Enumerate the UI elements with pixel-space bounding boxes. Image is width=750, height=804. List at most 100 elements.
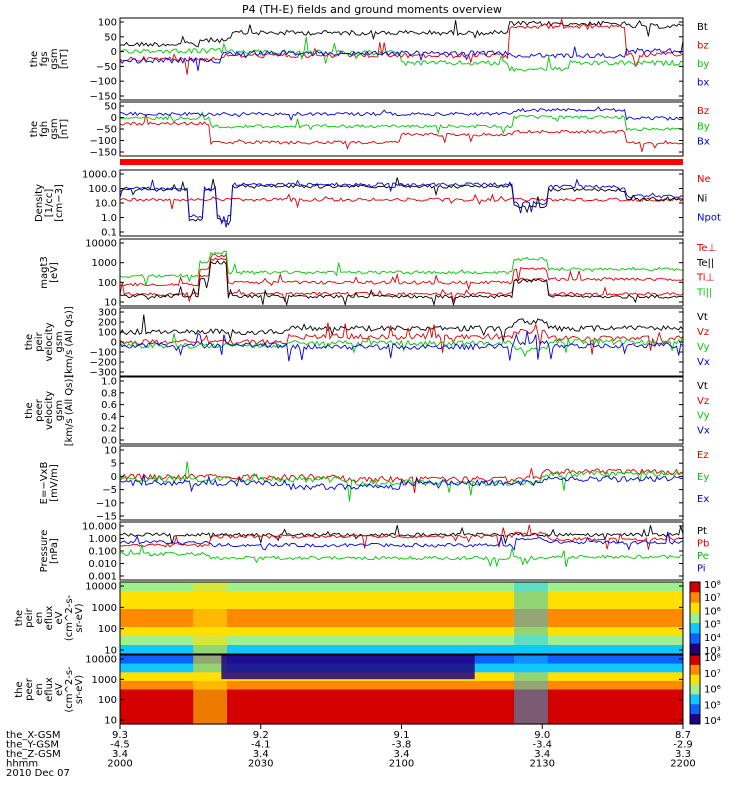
y-axis-label: [nT] (59, 49, 70, 69)
spectrogram-feature (514, 582, 548, 654)
y-tick-label: −150 (90, 92, 117, 103)
spectrogram-band (120, 715, 683, 725)
time-row-value: 9.1 (394, 730, 410, 741)
y-tick-label: −150 (90, 148, 117, 159)
time-row-value: 3.3 (675, 749, 691, 760)
legend-entry: Vt (697, 312, 708, 323)
y-axis-label: [1/cc] (44, 189, 55, 218)
panel-frame (119, 445, 684, 521)
panel-density: 1000.0 100.0 10.0 1.0 0.1 Density [1/cc] [cm−3]… (34, 169, 721, 239)
y-axis-label: peer (34, 398, 45, 422)
colorbar-segment (690, 704, 700, 715)
time-row-value: 3.4 (253, 749, 269, 760)
colorbar-label: 10⁶ (704, 685, 721, 696)
spectrogram-feature (221, 655, 475, 680)
y-tick-label: 100 (98, 695, 117, 706)
y-axis-label: peer (24, 677, 35, 701)
legend-entry: Bt (697, 22, 708, 33)
y-tick-label: 10 (104, 716, 117, 727)
spectrogram-band (120, 698, 683, 708)
y-tick-label: 10.000 (82, 522, 117, 533)
series-line-Npot (119, 178, 684, 228)
legend-entry: Te⊥ (696, 243, 716, 254)
panel-efield: 10 5 0 −5 −10 −15 E=−VxB [mV/m] Ez Ey Ex (39, 445, 709, 523)
y-tick-label: 10 (104, 298, 117, 309)
time-row-name: the_Y-GSM (6, 740, 59, 751)
spectrogram-band (120, 636, 683, 646)
y-tick-label: 10000 (85, 655, 117, 666)
y-axis-label: velocity (44, 391, 55, 430)
spectrogram-band (120, 689, 683, 699)
y-axis-label: sr-eV) (74, 675, 85, 704)
series-line-By (119, 111, 684, 135)
y-tick-label: −50 (96, 62, 117, 73)
colorbar-label: 10⁸ (704, 580, 721, 591)
series-line-Bx (119, 106, 684, 122)
y-axis-label: gsm (49, 48, 60, 69)
y-axis-label: [km/s (All Qs)] (64, 375, 75, 447)
panel-frame (119, 17, 684, 101)
y-tick-label: −300 (90, 368, 117, 379)
y-tick-label: 0.100 (88, 547, 117, 558)
legend-entry: Bx (697, 137, 710, 148)
time-row-value: -3.4 (532, 740, 552, 751)
legend-entry: bx (697, 78, 709, 89)
colorbar-segment (690, 674, 700, 686)
y-tick-label: 0.1 (101, 228, 117, 239)
panel-frame (119, 169, 684, 237)
y-tick-label: 0.2 (101, 424, 117, 435)
legend-entry: bz (697, 41, 709, 52)
colorbar-segment (690, 623, 700, 634)
colorbar-frame (689, 581, 701, 655)
series-line-bz (119, 17, 684, 75)
y-axis-label: magt3 (39, 256, 50, 289)
time-row-name: the_Z-GSM (6, 749, 61, 760)
y-axis-label: E=−VxB (39, 462, 50, 505)
colorbar-label: 10⁴ (704, 716, 721, 727)
colorbar-segment (690, 643, 700, 655)
colorbar-label: 10⁷ (704, 593, 721, 604)
series-line-Ey (119, 461, 684, 502)
legend-entry: Vy (697, 411, 710, 422)
y-axis-label: sr-eV) (74, 603, 85, 632)
time-row-value: 9.0 (534, 730, 550, 741)
legend-entry: Ti⊥ (696, 273, 714, 284)
y-axis-label: the (29, 51, 40, 67)
series-line-Ez (119, 468, 684, 494)
colorbar-segment (690, 592, 700, 604)
series-line-Ti|| (119, 250, 684, 286)
colorbar-label: 10⁵ (704, 620, 721, 631)
y-tick-label: −50 (96, 125, 117, 136)
y-tick-label: 100 (98, 624, 117, 635)
y-axis-label: [nPa] (49, 538, 60, 564)
y-axis-label: [cm−3] (54, 184, 65, 222)
y-tick-label: 1.000 (88, 534, 117, 545)
legend-entry: by (697, 59, 709, 70)
y-tick-label: 0.4 (101, 412, 117, 423)
legend-entry: Pe (697, 551, 709, 562)
y-tick-label: 1000 (92, 603, 117, 614)
time-row-value: -3.8 (392, 740, 412, 751)
colorbar-label: 10³ (704, 646, 721, 657)
legend-entry: By (697, 121, 710, 132)
series-line-bx (119, 40, 684, 71)
date-label: 2010 Dec 07 (6, 768, 70, 779)
y-axis-label: gsm (54, 331, 65, 352)
y-axis-label: [mV/m] (49, 464, 60, 502)
series-line-Te⊥ (119, 257, 684, 303)
legend-entry: Te|| (696, 258, 714, 269)
y-tick-label: 50 (104, 32, 117, 43)
time-row-name: hhmm (6, 759, 38, 770)
colorbar-label: 10⁷ (704, 669, 721, 680)
colorbar-segment (690, 664, 700, 676)
y-axis-label: velocity (44, 322, 55, 361)
spectrogram-feature (193, 582, 227, 654)
y-tick-label: 1.0 (101, 377, 117, 388)
time-row-value: 2030 (248, 759, 273, 770)
time-row-value: -4.1 (251, 740, 271, 751)
y-axis-label: (cm^2-s- (64, 666, 75, 713)
time-row-value: 3.4 (534, 749, 550, 760)
time-row-value: 9.3 (112, 730, 128, 741)
